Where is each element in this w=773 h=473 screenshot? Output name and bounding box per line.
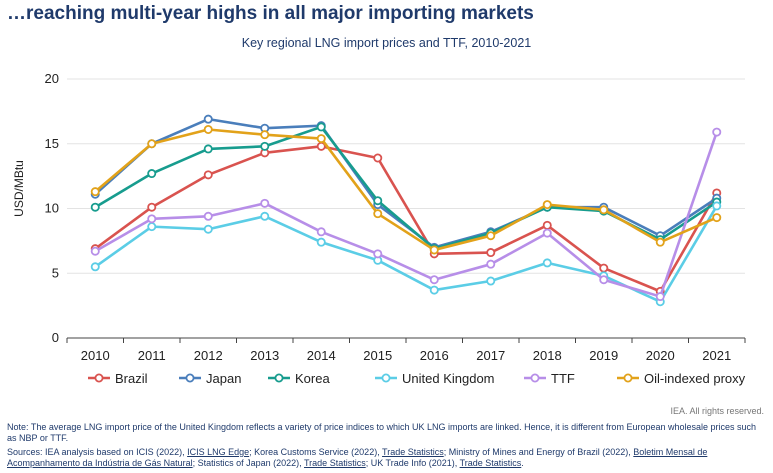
data-point bbox=[599, 275, 609, 285]
data-point bbox=[90, 187, 100, 197]
headline: …reaching multi-year highs in all major … bbox=[7, 3, 534, 24]
data-point bbox=[542, 220, 552, 230]
x-tick-label: 2021 bbox=[702, 348, 731, 363]
x-tick-label: 2019 bbox=[589, 348, 618, 363]
x-tick-label: 2011 bbox=[138, 348, 166, 363]
x-tick-label: 2010 bbox=[81, 348, 110, 363]
data-point bbox=[655, 292, 665, 302]
source-text: Sources: IEA analysis based on ICIS (202… bbox=[7, 447, 188, 457]
source-text: . bbox=[521, 458, 524, 468]
legend-label: TTF bbox=[551, 371, 575, 386]
legend-marker bbox=[530, 373, 540, 383]
data-point bbox=[316, 237, 326, 247]
line-chart: 0 5 10 15 20 2010 2011 2012 2013 2014 2015 2016 2017… bbox=[12, 71, 746, 386]
data-point bbox=[260, 211, 270, 221]
x-tick-label: 2012 bbox=[194, 348, 223, 363]
source-link[interactable]: Trade Statistics bbox=[382, 447, 444, 457]
y-tick-label: 5 bbox=[52, 265, 59, 280]
data-point bbox=[599, 205, 609, 215]
series-line-united-kingdom bbox=[94, 205, 718, 304]
data-point bbox=[260, 141, 270, 151]
x-tick-label: 2014 bbox=[307, 348, 336, 363]
x-tick-label: 2018 bbox=[533, 348, 562, 363]
data-point bbox=[373, 209, 383, 219]
series-line-oil-indexed-proxy bbox=[94, 128, 718, 252]
legend-label: Korea bbox=[295, 371, 330, 386]
data-point bbox=[373, 249, 383, 259]
x-tick-label: 2013 bbox=[250, 348, 279, 363]
data-point bbox=[203, 211, 213, 221]
source-text: ; Korea Customs Service (2022), bbox=[249, 447, 383, 457]
data-point bbox=[655, 237, 665, 247]
legend-marker bbox=[274, 373, 284, 383]
legend-marker bbox=[623, 373, 633, 383]
data-point bbox=[486, 259, 496, 269]
data-point bbox=[316, 227, 326, 237]
legend-label: United Kingdom bbox=[402, 371, 495, 386]
source-text: ; UK Trade Info (2021), bbox=[365, 458, 460, 468]
data-point bbox=[712, 213, 722, 223]
data-point bbox=[147, 222, 157, 232]
source-link[interactable]: Trade Statistics bbox=[304, 458, 366, 468]
data-point bbox=[90, 262, 100, 272]
source-link[interactable]: Boletim Mensal de Acompanhamento da Indú… bbox=[7, 447, 708, 468]
y-tick-label: 20 bbox=[45, 71, 59, 86]
legend-label: Japan bbox=[206, 371, 241, 386]
legend-label: Oil-indexed proxy bbox=[644, 371, 746, 386]
legend-marker bbox=[94, 373, 104, 383]
data-point bbox=[486, 276, 496, 286]
data-point bbox=[542, 228, 552, 238]
data-point bbox=[429, 275, 439, 285]
data-point bbox=[542, 200, 552, 210]
legend-marker bbox=[185, 373, 195, 383]
data-point bbox=[147, 169, 157, 179]
data-point bbox=[542, 258, 552, 268]
data-point bbox=[90, 202, 100, 212]
y-tick-label: 0 bbox=[52, 330, 59, 345]
data-point bbox=[90, 246, 100, 256]
chart-note: Note: The average LNG import price of th… bbox=[7, 422, 757, 443]
data-point bbox=[203, 170, 213, 180]
y-tick-label: 10 bbox=[45, 201, 59, 216]
data-point bbox=[712, 127, 722, 137]
data-point bbox=[260, 130, 270, 140]
data-point bbox=[599, 263, 609, 273]
series-line-brazil bbox=[94, 145, 718, 293]
data-point bbox=[203, 125, 213, 135]
chart-title: Key regional LNG import prices and TTF, … bbox=[241, 36, 532, 50]
data-point bbox=[429, 245, 439, 255]
y-axis-label: USD/MBtu bbox=[12, 160, 26, 217]
x-tick-label: 2015 bbox=[363, 348, 392, 363]
source-link[interactable]: Trade Statistics bbox=[459, 458, 522, 468]
data-point bbox=[712, 201, 722, 211]
data-point bbox=[260, 198, 270, 208]
data-point bbox=[147, 214, 157, 224]
data-point bbox=[373, 153, 383, 163]
series-line-ttf bbox=[94, 131, 718, 298]
data-point bbox=[147, 139, 157, 149]
data-point bbox=[316, 134, 326, 144]
source-link[interactable]: ICIS LNG Edge bbox=[187, 447, 250, 457]
x-tick-label: 2017 bbox=[476, 348, 505, 363]
sources-text: Sources: IEA analysis based on ICIS (202… bbox=[7, 447, 767, 469]
y-tick-label: 15 bbox=[45, 136, 59, 151]
data-point bbox=[486, 248, 496, 258]
data-point bbox=[203, 224, 213, 234]
data-point bbox=[203, 114, 213, 124]
data-point bbox=[373, 196, 383, 206]
x-tick-label: 2020 bbox=[646, 348, 675, 363]
legend-label: Brazil bbox=[115, 371, 148, 386]
data-point bbox=[429, 285, 439, 295]
data-point bbox=[486, 231, 496, 241]
x-tick-label: 2016 bbox=[420, 348, 449, 363]
source-text: ; Ministry of Mines and Energy of Brazil… bbox=[443, 447, 634, 457]
data-point bbox=[203, 144, 213, 154]
legend-marker bbox=[381, 373, 391, 383]
data-point bbox=[147, 202, 157, 212]
source-text: ; Statistics of Japan (2022), bbox=[192, 458, 305, 468]
data-point bbox=[316, 122, 326, 132]
credit-text: IEA. All rights reserved. bbox=[670, 406, 764, 416]
